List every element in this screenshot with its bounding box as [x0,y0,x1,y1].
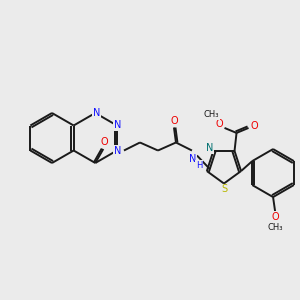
Text: O: O [170,116,178,125]
Text: N: N [114,121,122,130]
Text: N: N [93,107,100,118]
Text: H: H [196,161,202,170]
Text: CH₃: CH₃ [204,110,219,119]
Text: CH₃: CH₃ [267,223,283,232]
Text: S: S [221,184,227,194]
Text: O: O [251,121,258,131]
Text: O: O [216,119,223,129]
Text: N: N [189,154,197,164]
Text: O: O [100,137,108,147]
Text: N: N [206,143,213,153]
Text: N: N [114,146,122,156]
Text: O: O [271,212,279,222]
